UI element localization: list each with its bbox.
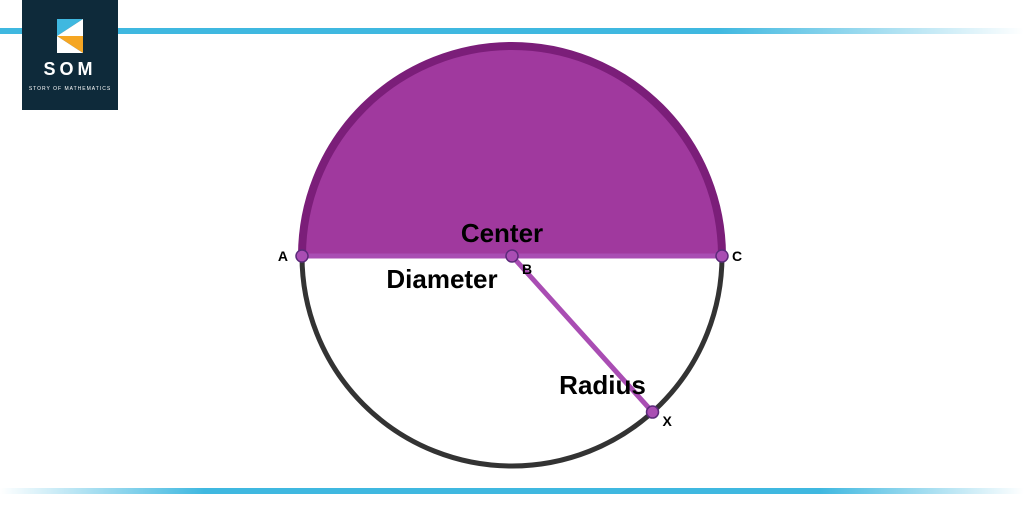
label-A: A [278, 248, 288, 264]
label-center: Center [461, 218, 543, 248]
point-A [296, 250, 308, 262]
point-C [716, 250, 728, 262]
circle-lower-arc [302, 256, 722, 466]
label-C: C [732, 248, 742, 264]
circle-diagram: Center Diameter Radius A B C X [0, 0, 1024, 512]
point-B [506, 250, 518, 262]
label-diameter: Diameter [386, 264, 497, 294]
point-X [647, 406, 659, 418]
label-radius: Radius [559, 370, 646, 400]
label-B: B [522, 261, 532, 277]
label-X: X [663, 413, 673, 429]
